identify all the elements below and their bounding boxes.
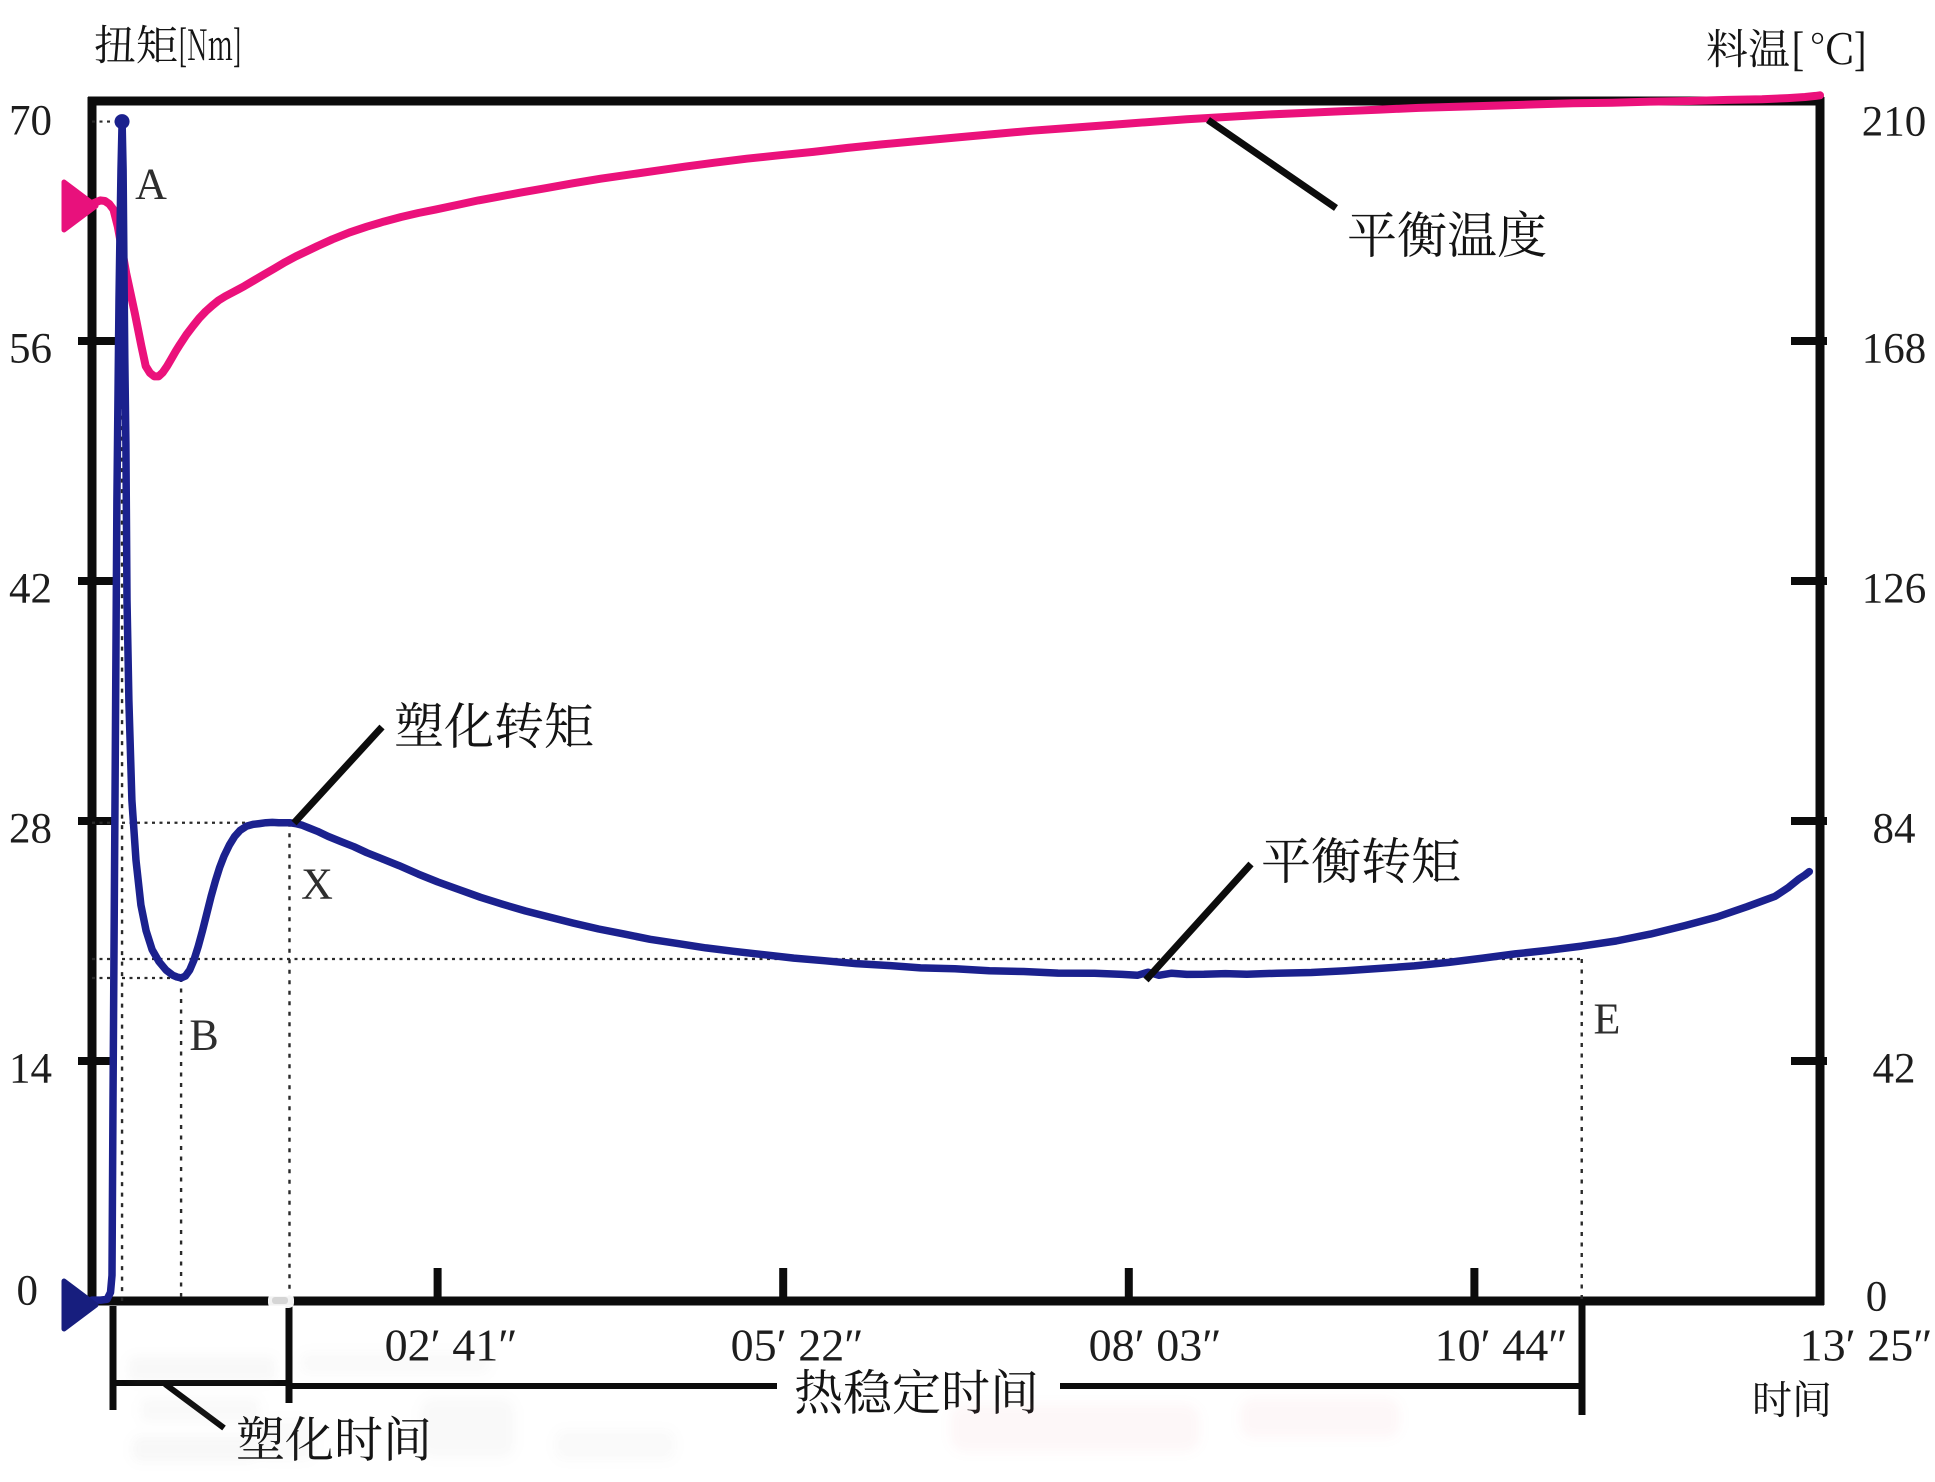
torque-curve	[88, 117, 1814, 1304]
temperature-curve	[88, 91, 1824, 381]
equilibrium-temperature-pointer	[1206, 117, 1338, 211]
equilibrium-temperature-label	[1349, 210, 1546, 258]
plot-frame	[87, 96, 1825, 1306]
series-curves	[88, 91, 1824, 1304]
left-axis-tick-label: 0	[16, 1267, 39, 1315]
cjk-text-layer	[95, 24, 1864, 1461]
left-axis-tick-label: 56	[9, 325, 52, 373]
left-axis-tick-label: 28	[9, 805, 52, 853]
x-axis-tick-label: 08′ 03″	[1088, 1319, 1222, 1371]
x-axis-tick-label: 05′ 22″	[730, 1319, 864, 1371]
right-axis-tick-label: 210	[1861, 98, 1927, 146]
right-axis-tick-label: 0	[1865, 1273, 1888, 1321]
x-axis-tick-label: 13′ 25″	[1799, 1319, 1933, 1371]
plasticizing-torque-label	[396, 701, 593, 749]
right-axis-tick-label: 84	[1872, 805, 1916, 853]
scan-artifacts	[128, 1352, 1400, 1462]
left-axis-tick-label: 14	[9, 1045, 52, 1093]
right-axis-tick-label: 168	[1861, 325, 1927, 373]
right-axis-tick-label: 126	[1861, 565, 1927, 613]
guide-lines	[92, 120, 1583, 1386]
plasticizing-torque-pointer	[291, 724, 385, 826]
temperature-start-marker	[61, 179, 99, 233]
point-label-a: A	[135, 159, 167, 209]
equilibrium-torque-pointer	[1143, 861, 1254, 983]
axis-start-markers	[61, 179, 99, 1332]
left-axis-tick-label: 70	[9, 97, 52, 145]
equilibrium-torque-label	[1263, 836, 1460, 884]
left-axis-tick-label: 42	[9, 565, 52, 613]
x-axis-tick-label: 10′ 44″	[1434, 1319, 1568, 1371]
point-label-x: X	[301, 859, 333, 909]
torque-peak-dot	[114, 114, 130, 130]
axis-tick-marks	[78, 337, 1827, 1297]
x-axis-title	[1755, 1380, 1830, 1418]
time-brackets	[109, 1303, 1586, 1431]
left-axis-title	[95, 24, 240, 68]
point-label-b: B	[189, 1010, 219, 1060]
annotation-pointers	[291, 117, 1338, 983]
right-axis-tick-label: 42	[1872, 1045, 1916, 1093]
torque-start-marker	[61, 1278, 99, 1332]
x-axis-tick-label: 02′ 41″	[384, 1319, 518, 1371]
right-axis-title	[1707, 28, 1864, 72]
axis-gap-artifact	[268, 1294, 294, 1308]
point-label-e: E	[1593, 994, 1621, 1044]
